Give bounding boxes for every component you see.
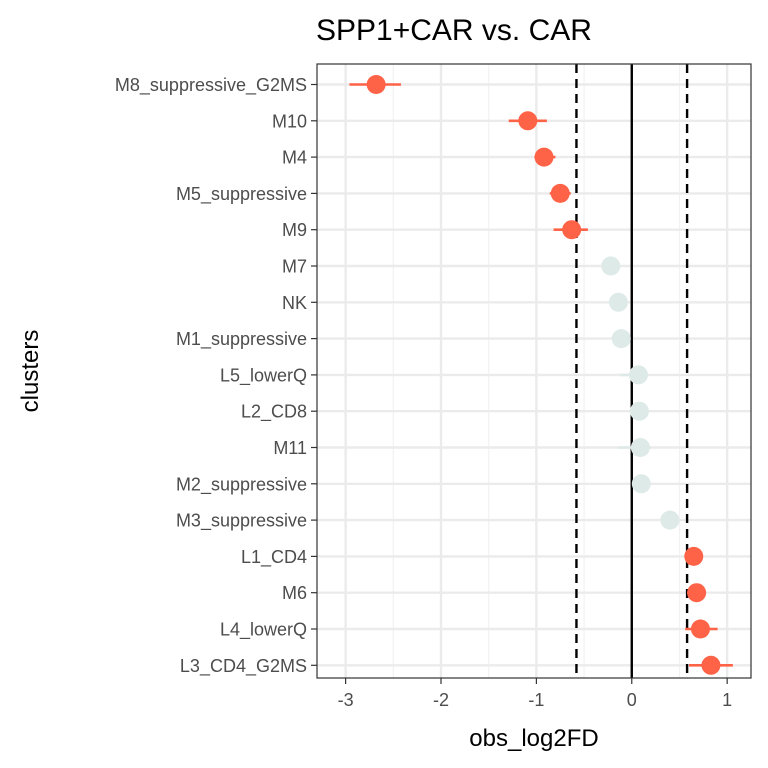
grid-minor [392,64,681,678]
y-tick-label: M2_suppressive [176,474,307,495]
y-tick-label: M5_suppressive [176,184,307,205]
y-axis: M8_suppressive_G2MS M10 M4 M5_suppressive M9… [115,75,317,677]
data-point [687,583,707,603]
y-tick-label: M9 [282,220,307,240]
y-tick-label: L3_CD4_G2MS [180,656,307,677]
y-tick-label: NK [282,293,307,313]
y-tick-label: M11 [273,438,307,458]
x-tick-label: -1 [528,690,544,710]
data-point [684,546,704,566]
data-point [611,329,631,349]
x-axis: -3 -2 -1 0 1 [338,678,732,710]
data-point [660,510,680,530]
data-point [562,220,582,240]
y-tick-label: L5_lowerQ [220,365,307,386]
x-axis-label: obs_log2FD [469,725,598,752]
plot-panel-border [316,63,752,679]
data-point [601,256,621,276]
data-point [518,111,538,131]
y-tick-label: M10 [272,111,307,131]
data-point [550,183,570,203]
x-tick-label: -3 [338,690,354,710]
x-tick-label: 1 [722,690,732,710]
points [366,75,721,675]
y-tick-label: L4_lowerQ [220,620,307,641]
x-tick-label: -2 [433,690,449,710]
data-point [631,474,651,494]
data-point [366,75,386,94]
data-point [701,655,721,675]
y-tick-label: L1_CD4 [241,547,307,568]
data-point [608,292,628,312]
y-tick-label: L2_CD8 [241,402,307,423]
data-point [629,401,649,421]
x-tick-label: 0 [627,690,637,710]
data-point [534,147,554,167]
y-tick-label: M4 [282,148,307,168]
y-tick-label: M3_suppressive [176,511,307,532]
y-tick-label: M1_suppressive [176,329,307,350]
chart-title: SPP1+CAR vs. CAR [316,14,592,47]
data-point [690,619,710,639]
y-axis-label: clusters [17,330,44,413]
data-point [630,438,650,457]
data-point [628,365,648,385]
y-tick-label: M6 [282,583,307,603]
y-tick-label: M7 [282,257,307,277]
y-tick-label: M8_suppressive_G2MS [115,75,307,96]
